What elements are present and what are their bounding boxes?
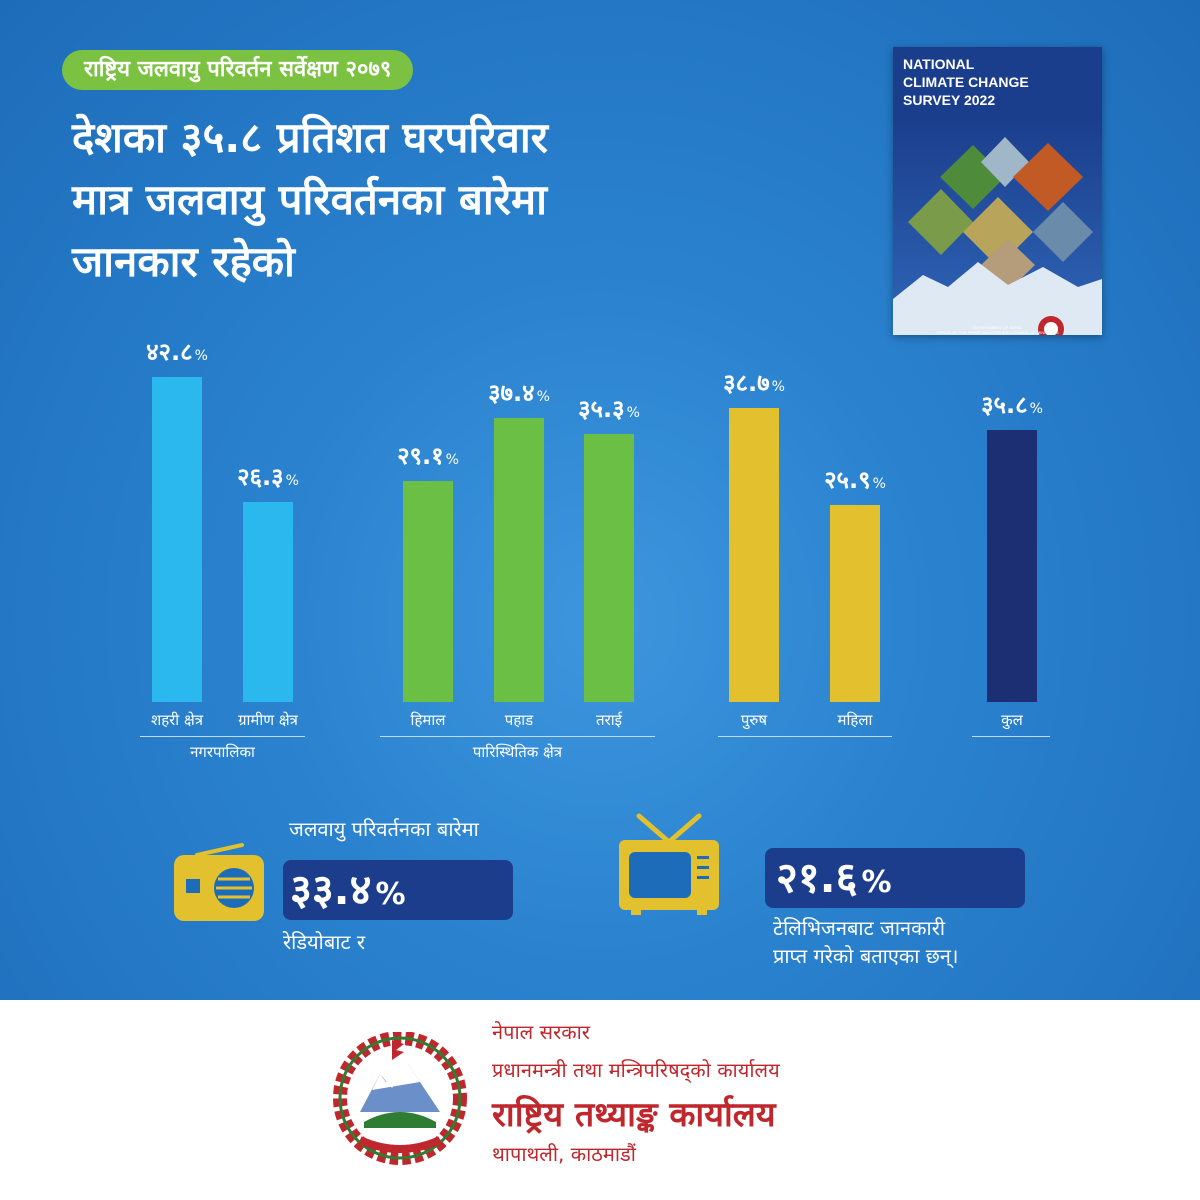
chart-bar: [584, 433, 634, 702]
radio-stat-percent: %: [375, 877, 406, 912]
cover-publisher: GOVERNMENT OF NEPAL OFFICE OF THE PRIME …: [893, 325, 1102, 335]
tv-icon: [619, 813, 719, 915]
cover-artwork: [893, 117, 1102, 335]
category-label: ग्रामीण क्षेत्र: [238, 711, 298, 729]
bar-value-label: २५.९%: [824, 463, 886, 496]
chart-bar: [830, 505, 880, 702]
headline-line-1: देशका ३५.८ प्रतिशत घरपरिवार: [72, 113, 548, 162]
bar-value-label: ३५.३%: [578, 392, 640, 425]
radio-stat-pill: [283, 860, 513, 920]
bar-value-number: २५.९: [824, 466, 871, 495]
bar-value-label: ४२.८%: [146, 335, 208, 368]
cover-title-line-1: NATIONAL: [903, 56, 975, 72]
chart-bar: [987, 429, 1037, 702]
bar-value-number: २९.१: [397, 441, 444, 470]
category-label: महिला: [837, 711, 873, 729]
media-heading: जलवायु परिवर्तनका बारेमा: [289, 817, 479, 841]
category-label: कुल: [1001, 711, 1023, 729]
chart-bar: [152, 376, 202, 702]
bar-value-label: ३८.७%: [723, 366, 785, 399]
cover-photo-fire: [1013, 143, 1083, 211]
nepal-emblem-icon: [333, 1032, 467, 1165]
tv-stat-value: २१.६%: [776, 848, 892, 913]
category-label: पहाड: [504, 711, 534, 729]
report-cover-title: NATIONAL CLIMATE CHANGE SURVEY 2022: [903, 55, 1093, 109]
group-divider-line: [972, 736, 1050, 737]
bar-value-number: ३५.८: [981, 390, 1028, 419]
tv-caption-line-1: टेलिभिजनबाट जानकारी: [773, 916, 946, 940]
bar-value-label: २६.३%: [237, 460, 299, 493]
bar-value-label: ३५.८%: [981, 388, 1043, 421]
bar-value-percent: %: [445, 451, 459, 468]
group-label: पारिस्थितिक क्षेत्र: [472, 743, 563, 761]
bar-value-label: २९.१%: [397, 439, 459, 472]
cover-title-line-3: SURVEY 2022: [903, 92, 996, 108]
cover-photo-field: [908, 189, 973, 255]
chart-bar: [403, 480, 453, 702]
group-label: नगरपालिका: [190, 743, 255, 761]
bar-value-percent: %: [194, 347, 208, 364]
bar-chart: ४२.८% शहरी क्षेत्र २६.३% ग्रामीण क्षेत्र नगर…: [140, 335, 1050, 761]
bar-value-number: ४२.८: [146, 337, 193, 366]
cover-publisher-line-1: GOVERNMENT OF NEPAL: [972, 325, 1023, 330]
footer-line-3: राष्ट्रिय तथ्याङ्क कार्यालय: [492, 1095, 776, 1135]
group-divider-line: [140, 736, 305, 737]
bar-value-label: ३७.४%: [488, 376, 550, 409]
chart-bar: [243, 502, 293, 702]
category-label: पुरुष: [740, 711, 768, 729]
bar-value-number: ३८.७: [723, 368, 770, 397]
radio-caption: रेडियोबाट र: [283, 930, 366, 954]
bar-value-number: २६.३: [237, 463, 284, 492]
bar-value-percent: %: [771, 378, 785, 395]
bar-value-percent: %: [626, 404, 640, 421]
cover-publisher-line-2: OFFICE OF THE PRIME MINISTER AND COUNCIL…: [936, 330, 1059, 335]
category-label: तराई: [596, 711, 622, 729]
bar-value-percent: %: [285, 473, 299, 490]
radio-stat-number: ३३.४: [290, 865, 372, 914]
report-cover: NATIONAL CLIMATE CHANGE SURVEY 2022: [893, 47, 1102, 335]
bar-value-number: ३७.४: [488, 378, 535, 407]
chart-bar: [729, 407, 779, 702]
bar-value-percent: %: [1029, 400, 1043, 417]
survey-tag: राष्ट्रिय जलवायु परिवर्तन सर्वेक्षण २०७९: [62, 50, 414, 90]
headline-line-3: जानकार रहेको: [72, 237, 295, 286]
bar-value-percent: %: [872, 476, 886, 493]
cover-title-line-2: CLIMATE CHANGE: [903, 74, 1029, 90]
tv-stat-number: २१.६: [776, 853, 858, 902]
group-divider-line: [380, 736, 655, 737]
bar-value-number: ३५.३: [578, 394, 625, 423]
category-label: शहरी क्षेत्र: [151, 711, 203, 729]
cover-photo-glacier: [1033, 202, 1093, 262]
tv-stat-percent: %: [861, 865, 892, 900]
footer-line-4: थापाथली, काठमाडौं: [492, 1142, 636, 1166]
footer-line-2: प्रधानमन्त्री तथा मन्त्रिपरिषद्को कार्या…: [492, 1058, 780, 1082]
category-label: हिमाल: [410, 711, 446, 729]
headline-line-2: मात्र जलवायु परिवर्तनका बारेमा: [72, 175, 547, 224]
radio-stat-value: ३३.४%: [290, 860, 406, 925]
radio-icon: [174, 843, 264, 921]
chart-bar: [494, 417, 544, 702]
tv-stat-pill: [765, 848, 1025, 908]
tv-caption-line-2: प्राप्त गरेको बताएका छन्।: [773, 944, 959, 968]
bar-value-percent: %: [536, 388, 550, 405]
footer-line-1: नेपाल सरकार: [492, 1020, 590, 1044]
group-divider-line: [718, 736, 892, 737]
